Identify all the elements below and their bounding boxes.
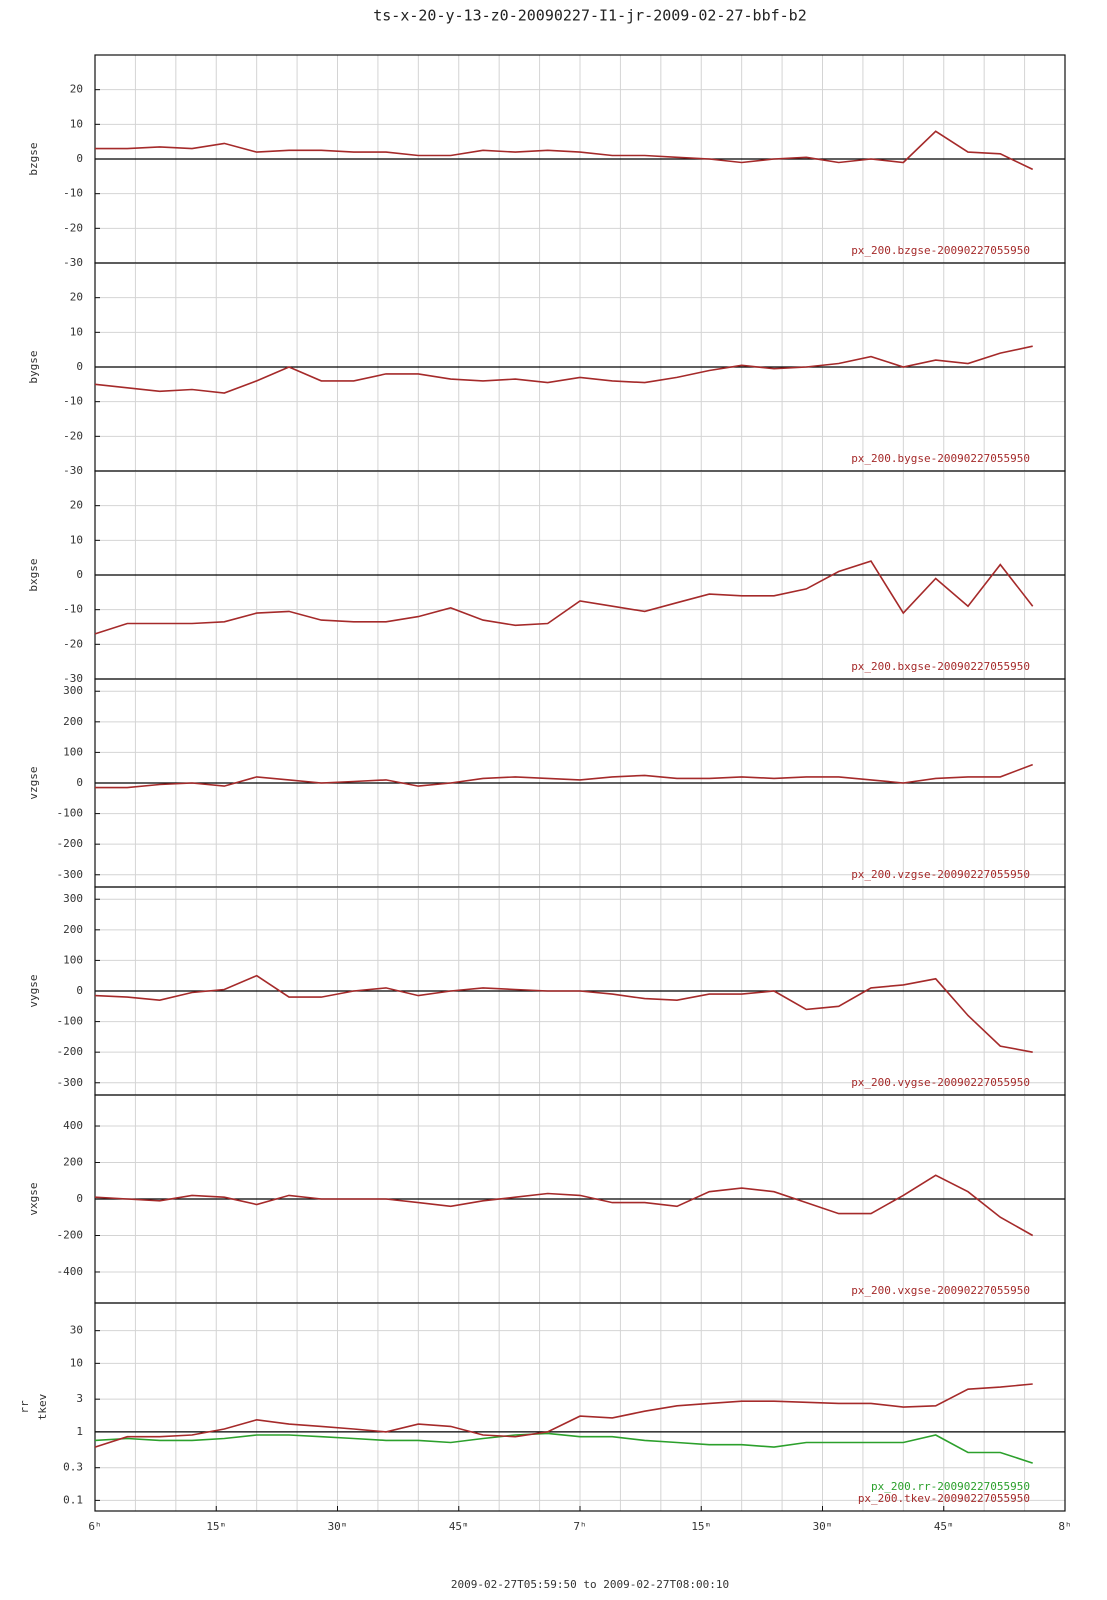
- x-tick-label: 15ᵐ: [206, 1520, 226, 1533]
- y-tick-label: -20: [63, 429, 83, 442]
- y-tick-label: -30: [63, 256, 83, 269]
- y-tick-label: 0: [76, 360, 83, 373]
- data-line: [94, 560, 1034, 635]
- y-tick-label: -20: [63, 637, 83, 650]
- y-tick-label: 10: [70, 117, 83, 130]
- y-tick-label: -30: [63, 672, 83, 685]
- y-axis-label: bygse: [27, 350, 40, 383]
- y-tick-label: 3: [76, 1392, 83, 1405]
- data-line: [95, 130, 1034, 171]
- y-tick-label: -200: [57, 837, 84, 850]
- legend-entry: px_200.bygse-20090227055950: [851, 452, 1030, 465]
- data-line: [94, 345, 1033, 394]
- y-tick-label: 10: [70, 1356, 83, 1369]
- y-tick-label: -100: [57, 1015, 84, 1028]
- y-tick-label: 200: [63, 923, 83, 936]
- y-tick-label: -200: [57, 1045, 84, 1058]
- y-tick-label: 10: [70, 325, 83, 338]
- chart-title: ts-x-20-y-13-z0-20090227-I1-jr-2009-02-2…: [373, 7, 806, 25]
- y-tick-label: -10: [63, 187, 83, 200]
- y-tick-label: 300: [63, 684, 83, 697]
- y-tick-label: 0: [76, 984, 83, 997]
- y-tick-label: 0.1: [63, 1493, 83, 1506]
- y-tick-label: -20: [63, 221, 83, 234]
- data-line: [94, 974, 1033, 1053]
- y-tick-label: 400: [63, 1119, 83, 1132]
- x-tick-label: 45ᵐ: [449, 1520, 469, 1533]
- y-axis-label: bxgse: [27, 558, 40, 591]
- y-tick-label: -10: [63, 395, 83, 408]
- legend-entry: px_200.bzgse-20090227055950: [851, 244, 1030, 257]
- x-tick-label: 6ʰ: [88, 1520, 101, 1533]
- y-tick-label: -100: [57, 807, 84, 820]
- y-tick-label: -200: [57, 1228, 84, 1241]
- y-tick-label: 200: [63, 1156, 83, 1169]
- legend-entry: px_200.rr-20090227055950: [871, 1480, 1030, 1493]
- y-tick-label: 20: [70, 499, 83, 512]
- y-tick-label: 10: [70, 533, 83, 546]
- x-tick-label: 8ʰ: [1058, 1520, 1071, 1533]
- x-tick-label: 30ᵐ: [328, 1520, 348, 1533]
- data-line: [94, 1174, 1034, 1237]
- y-tick-label: 200: [63, 715, 83, 728]
- legend-entry: px_200.vxgse-20090227055950: [851, 1284, 1030, 1297]
- y-tick-label: -300: [57, 868, 84, 881]
- legend-entry: px_200.vzgse-20090227055950: [851, 868, 1030, 881]
- data-line: [95, 763, 1033, 789]
- y-tick-label: 0: [76, 1192, 83, 1205]
- legend-entry: px_200.vygse-20090227055950: [851, 1076, 1030, 1089]
- y-tick-label: 20: [70, 83, 83, 96]
- y-axis-label: vzgse: [27, 766, 40, 799]
- y-tick-label: -300: [57, 1076, 84, 1089]
- y-tick-label: 0: [76, 776, 83, 789]
- x-tick-label: 45ᵐ: [934, 1520, 954, 1533]
- x-tick-label: 30ᵐ: [813, 1520, 833, 1533]
- y-tick-label: 0: [76, 152, 83, 165]
- y-tick-label: 30: [70, 1324, 83, 1337]
- y-tick-label: -10: [63, 603, 83, 616]
- y-tick-label: 0.3: [63, 1461, 83, 1474]
- y-axis-label: rr: [18, 1400, 31, 1414]
- legend-entry: px_200.bxgse-20090227055950: [851, 660, 1030, 673]
- y-axis-label: tkev: [36, 1393, 49, 1420]
- x-tick-label: 7ʰ: [573, 1520, 586, 1533]
- data-line: [94, 1432, 1033, 1464]
- y-tick-label: 300: [63, 892, 83, 905]
- y-tick-label: 1: [76, 1425, 83, 1438]
- x-axis-label: 2009-02-27T05:59:50 to 2009-02-27T08:00:…: [451, 1578, 729, 1591]
- y-tick-label: 20: [70, 291, 83, 304]
- y-axis-label: vxgse: [27, 1182, 40, 1215]
- data-line: [94, 1383, 1033, 1448]
- legend-entry: px_200.tkev-20090227055950: [858, 1492, 1030, 1505]
- y-axis-label: bzgse: [27, 142, 40, 175]
- y-axis-label: vygse: [27, 974, 40, 1007]
- x-tick-label: 15ᵐ: [691, 1520, 711, 1533]
- y-tick-label: 0: [76, 568, 83, 581]
- y-tick-label: -400: [57, 1265, 84, 1278]
- y-tick-label: 100: [63, 745, 83, 758]
- y-tick-label: -30: [63, 464, 83, 477]
- y-tick-label: 100: [63, 953, 83, 966]
